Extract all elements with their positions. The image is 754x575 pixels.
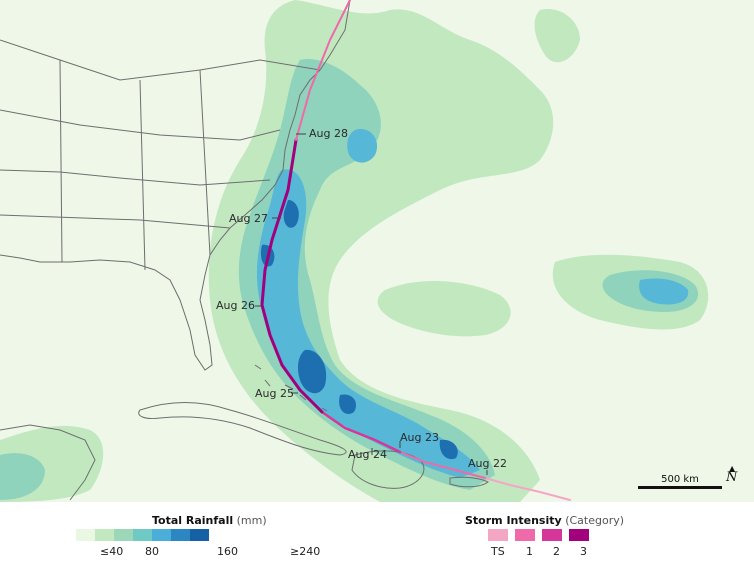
- date-label-aug-25: Aug 25: [255, 387, 294, 400]
- intensity-swatch: [515, 529, 535, 541]
- date-label-aug-28: Aug 28: [309, 127, 348, 140]
- rainfall-legend-title: Total Rainfall (mm): [152, 514, 267, 527]
- coastlines-and-borders: [0, 0, 489, 501]
- intensity-legend-unit: (Category): [565, 514, 625, 527]
- track-segment-cat3: [260, 138, 324, 414]
- rainfall-tick-40: ≤40: [100, 545, 124, 558]
- rainfall-tick-240: ≥240: [290, 545, 321, 558]
- intensity-label-1: 1: [526, 545, 533, 558]
- intensity-swatch: [569, 529, 589, 541]
- rainfall-color-scale: [76, 529, 209, 541]
- date-label-aug-22: Aug 22: [468, 457, 507, 470]
- rainfall-swatch: [133, 529, 152, 541]
- intensity-legend-title-text: Storm Intensity: [465, 514, 562, 527]
- date-label-aug-26: Aug 26: [216, 299, 255, 312]
- rainfall-legend-unit: (mm): [236, 514, 267, 527]
- rainfall-swatch: [76, 529, 95, 541]
- date-leader-lines: [255, 133, 488, 475]
- rainfall-tick-80: 80: [145, 545, 159, 558]
- rainfall-tick-160: 160: [217, 545, 238, 558]
- rainfall-swatch: [152, 529, 171, 541]
- rainfall-map: [0, 0, 754, 502]
- intensity-legend-title: Storm Intensity (Category): [465, 514, 624, 527]
- storm-track: [260, 0, 571, 501]
- north-label: N: [726, 470, 738, 485]
- date-label-aug-23: Aug 23: [400, 431, 439, 444]
- rainfall-swatch: [114, 529, 133, 541]
- rainfall-swatch: [171, 529, 190, 541]
- intensity-label-3: 3: [580, 545, 587, 558]
- intensity-label-2: 2: [553, 545, 560, 558]
- rainfall-swatch: [190, 529, 209, 541]
- rainfall-swatch: [95, 529, 114, 541]
- track-segment-cat1: [399, 451, 486, 479]
- scale-label: 500 km: [661, 474, 699, 485]
- rainfall-legend-title-text: Total Rainfall: [152, 514, 234, 527]
- north-arrow: ▲ N: [726, 464, 738, 485]
- intensity-swatch: [488, 529, 508, 541]
- north-arrow-icon: ▲: [729, 464, 736, 473]
- track-segment-cat2: [320, 410, 402, 454]
- intensity-label-ts: TS: [491, 545, 505, 558]
- intensity-swatch: [542, 529, 562, 541]
- date-label-aug-24: Aug 24: [348, 448, 387, 461]
- intensity-color-scale: [488, 529, 596, 541]
- track-segment-cat1-north: [295, 0, 351, 141]
- track-segment-ts: [484, 477, 571, 501]
- date-label-aug-27: Aug 27: [229, 212, 268, 225]
- scale-bar-line: [638, 486, 722, 489]
